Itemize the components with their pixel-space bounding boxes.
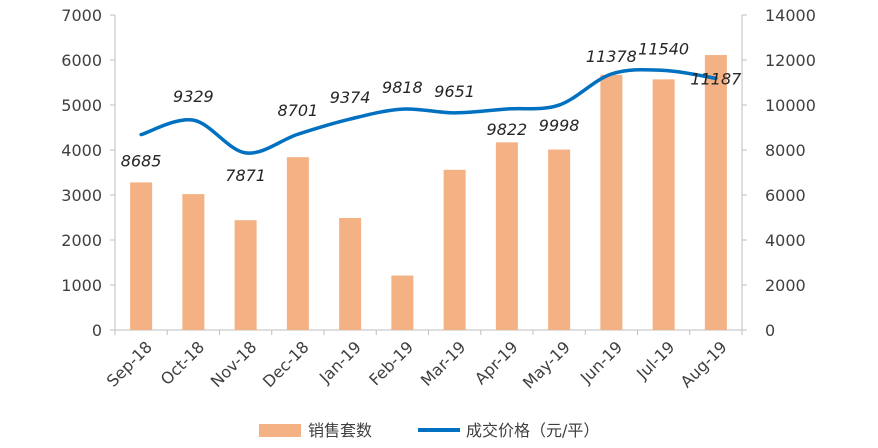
y-left-tick-label: 4000 xyxy=(61,141,102,160)
price-data-label: 9818 xyxy=(382,78,423,97)
x-tick-label: Feb-19 xyxy=(365,337,417,389)
y-right-tick-label: 0 xyxy=(765,321,775,340)
y-right-tick-label: 12000 xyxy=(765,51,816,70)
bar xyxy=(704,55,727,331)
price-data-label: 9822 xyxy=(487,120,528,139)
bar xyxy=(600,74,623,330)
bar xyxy=(234,220,257,330)
price-data-label: 9329 xyxy=(173,87,214,106)
bar xyxy=(495,142,518,330)
y-right-tick-label: 4000 xyxy=(765,231,806,250)
y-right-tick-label: 2000 xyxy=(765,276,806,295)
legend-label-line: 成交价格（元/平） xyxy=(466,421,599,440)
bar xyxy=(548,149,571,330)
price-data-label: 11540 xyxy=(638,39,689,58)
y-left-tick-label: 3000 xyxy=(61,186,102,205)
y-right-tick-label: 10000 xyxy=(765,96,816,115)
x-tick-label: Oct-18 xyxy=(157,337,208,388)
price-data-label: 9998 xyxy=(539,116,580,135)
x-tick-label: Sep-18 xyxy=(103,337,156,390)
x-tick-label: Mar-19 xyxy=(417,337,470,390)
y-right-tick-label: 8000 xyxy=(765,141,806,160)
y-left-tick-label: 2000 xyxy=(61,231,102,250)
bar xyxy=(443,169,466,330)
price-data-label: 7871 xyxy=(225,166,266,185)
price-data-label: 11378 xyxy=(586,47,637,66)
x-tick-label: Jan-19 xyxy=(315,337,365,387)
bar xyxy=(182,194,205,330)
y-left-tick-label: 1000 xyxy=(61,276,102,295)
y-right-tick-label: 14000 xyxy=(765,6,816,25)
x-tick-label: Aug-19 xyxy=(677,337,731,391)
bar xyxy=(130,182,153,330)
y-left-tick-label: 5000 xyxy=(61,96,102,115)
y-left-tick-label: 6000 xyxy=(61,51,102,70)
bar xyxy=(652,79,675,330)
legend-label-bars: 销售套数 xyxy=(308,421,372,440)
x-tick-label: May-19 xyxy=(519,337,574,392)
y-right-tick-label: 6000 xyxy=(765,186,806,205)
price-data-label: 9374 xyxy=(330,88,371,107)
bar xyxy=(339,217,362,330)
bar xyxy=(286,157,309,330)
x-tick-label: Jun-19 xyxy=(576,337,626,387)
bar xyxy=(391,275,414,330)
x-tick-label: Jul-19 xyxy=(632,337,678,383)
x-tick-label: Nov-18 xyxy=(207,337,261,391)
price-line xyxy=(139,67,718,155)
y-left-tick-label: 7000 xyxy=(61,6,102,25)
price-data-label: 11187 xyxy=(690,69,742,88)
price-data-label: 8685 xyxy=(121,152,162,171)
price-data-label: 8701 xyxy=(278,101,319,120)
legend-swatch-bars xyxy=(259,424,301,437)
x-tick-label: Dec-18 xyxy=(259,337,313,391)
y-left-tick-label: 0 xyxy=(92,321,102,340)
price-data-label: 9651 xyxy=(434,82,475,101)
x-tick-label: Apr-19 xyxy=(471,337,522,388)
